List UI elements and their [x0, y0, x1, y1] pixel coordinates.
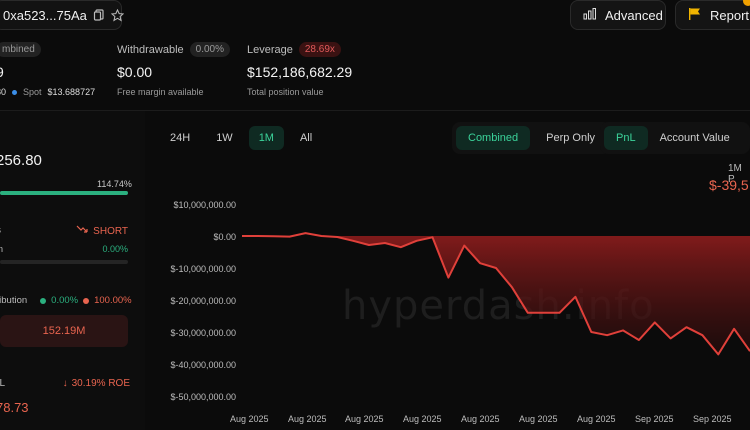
account-value: 256.80 [0, 152, 42, 169]
spot-dot [12, 89, 18, 95]
x-tick: Aug 2025 [577, 414, 616, 424]
ratio-value: 0.00% [102, 244, 128, 254]
copy-icon[interactable] [93, 8, 105, 22]
distribution-red: 100.00% [94, 295, 132, 306]
x-tick: Sep 2025 [693, 414, 732, 424]
combined-pill: mbined [0, 42, 41, 57]
timeframe-tabs: 24H 1W 1M All [160, 126, 322, 152]
report-button[interactable]: Report [675, 0, 750, 30]
leverage-label: Leverage [247, 43, 293, 56]
combined-sub-value: 80 [0, 87, 7, 97]
trend-down-icon [76, 225, 88, 237]
distribution-green: 0.00% [51, 295, 79, 306]
left-panel [0, 111, 145, 430]
margin-pct: 114.74% [97, 179, 132, 189]
leverage-stat: Leverage 28.69x $152,186,682.29 Total po… [247, 42, 352, 97]
metric-account-value[interactable]: Account Value [659, 132, 730, 144]
x-tick: Aug 2025 [345, 414, 384, 424]
pnl-roe: 30.19% ROE [71, 378, 130, 389]
mode-toggle: Combined Perp Only [452, 122, 612, 154]
pnl-value: 78.73 [0, 400, 29, 415]
margin-bar [0, 191, 128, 195]
wallet-address-pill[interactable]: 0xa523...75Aa [0, 0, 124, 30]
distribution-row: ribution 0.00% 100.00% [0, 295, 140, 306]
withdrawable-pct: 0.00% [189, 42, 230, 57]
x-tick: Aug 2025 [230, 414, 269, 424]
red-dot [83, 297, 90, 304]
green-dot [40, 297, 47, 304]
y-tick: $-40,000,000.00 [170, 360, 236, 370]
y-tick: $-30,000,000.00 [170, 328, 236, 338]
star-icon[interactable] [110, 8, 124, 22]
tab-1w[interactable]: 1W [216, 132, 233, 144]
combined-value: 9 [0, 64, 95, 80]
spot-value: $13.688727 [47, 87, 96, 97]
pnl-area [242, 236, 750, 355]
bar-chart-icon [583, 7, 597, 23]
flag-icon [688, 7, 702, 23]
withdrawable-stat: Withdrawable 0.00% $0.00 Free margin ava… [117, 42, 230, 97]
x-tick: Aug 2025 [461, 414, 500, 424]
leverage-value: $152,186,682.29 [247, 64, 353, 80]
distribution-label: ribution [0, 295, 28, 306]
metric-pnl[interactable]: PnL [604, 126, 648, 150]
x-tick: Aug 2025 [403, 414, 442, 424]
withdrawable-label: Withdrawable [117, 43, 184, 56]
arrow-down-icon: ↓ [62, 378, 68, 389]
ratio-label: n [0, 244, 4, 254]
mode-perp-only[interactable]: Perp Only [546, 132, 596, 144]
y-tick: $-50,000,000.00 [170, 392, 236, 402]
wallet-address: 0xa523...75Aa [3, 7, 87, 23]
period-pnl-value: $-39,5 [709, 177, 749, 193]
advanced-label: Advanced [605, 7, 663, 23]
tab-24h[interactable]: 24H [170, 132, 191, 144]
y-tick: $0.00 [213, 232, 236, 242]
margin-bar-fill [0, 191, 128, 195]
tab-1m[interactable]: 1M [248, 126, 284, 150]
pnl-line [242, 232, 750, 356]
pnl-chart [242, 232, 750, 356]
withdrawable-value: $0.00 [117, 64, 153, 80]
spot-label: Spot [23, 87, 42, 97]
y-tick: $-20,000,000.00 [170, 296, 236, 306]
pnl-label: nL [0, 378, 6, 389]
y-tick: $-10,000,000.00 [170, 264, 236, 274]
period-label: 1M P [728, 163, 742, 185]
direction-label: s [0, 225, 1, 236]
notification-dot [743, 0, 750, 6]
direction-value: SHORT [93, 225, 128, 237]
ratio-bar [0, 260, 128, 264]
combined-stat: mbined 9 80 Spot $13.688727 [0, 42, 95, 97]
x-tick: Aug 2025 [519, 414, 558, 424]
advanced-button[interactable]: Advanced [570, 0, 666, 30]
withdrawable-sub: Free margin available [117, 87, 204, 97]
leverage-sub: Total position value [247, 87, 324, 97]
distribution-box: 152.19M [0, 315, 128, 347]
y-tick: $10,000,000.00 [173, 200, 236, 210]
leverage-badge: 28.69x [298, 42, 341, 57]
section-divider [0, 110, 750, 111]
x-tick: Aug 2025 [288, 414, 327, 424]
report-label: Report [710, 7, 750, 23]
metric-toggle: PnL Account Value [600, 122, 750, 154]
x-tick: Sep 2025 [635, 414, 674, 424]
tab-all[interactable]: All [299, 132, 313, 144]
mode-combined[interactable]: Combined [456, 126, 531, 150]
